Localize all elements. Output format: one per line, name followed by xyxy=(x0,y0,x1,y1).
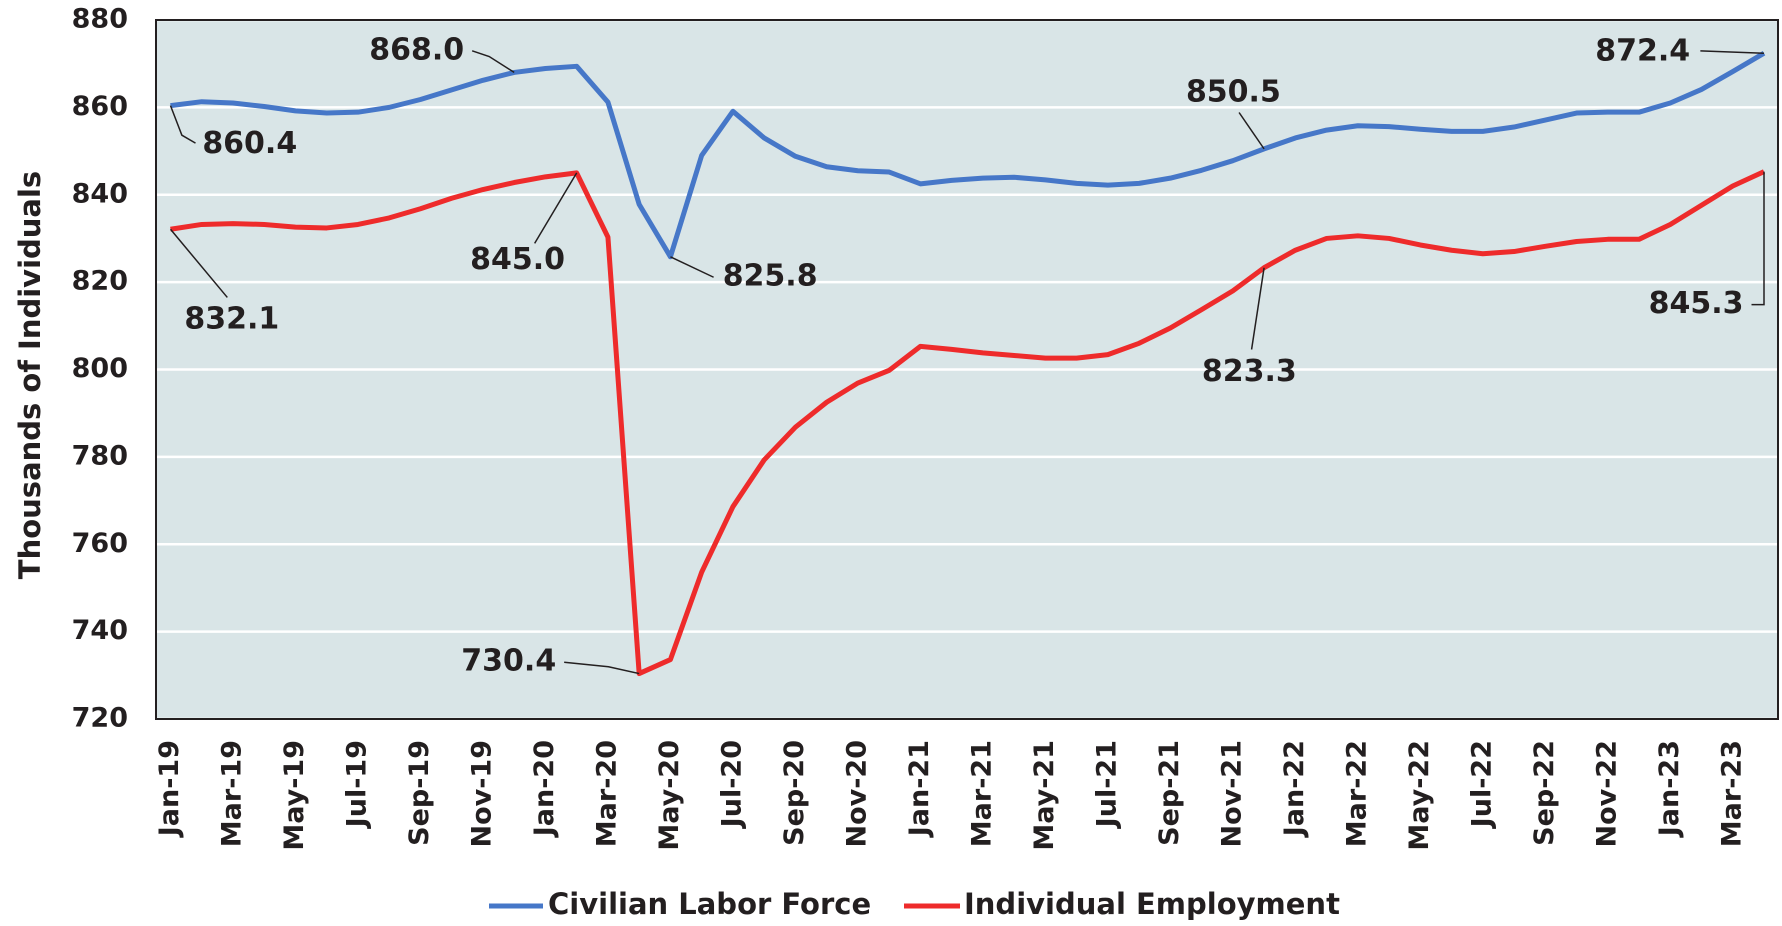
leader-line xyxy=(169,228,228,298)
x-tick-label: Jul-19 xyxy=(341,740,372,829)
leader-line xyxy=(471,50,515,74)
x-tick-label: Sep-22 xyxy=(1529,740,1560,846)
x-tick-label: Sep-21 xyxy=(1154,740,1185,846)
y-axis-title: Thousands of Individuals xyxy=(13,171,47,579)
y-tick-label: 840 xyxy=(72,178,128,209)
y-tick-label: 800 xyxy=(72,353,128,384)
x-tick-label: Sep-20 xyxy=(779,740,810,846)
x-tick-label: May-19 xyxy=(279,740,310,851)
x-tick-label: Mar-19 xyxy=(216,740,247,847)
leader-line xyxy=(1250,267,1265,350)
data-label: 832.1 xyxy=(184,302,279,337)
x-tick-label: Jul-20 xyxy=(716,740,747,829)
x-tick-label: Jan-22 xyxy=(1279,740,1310,838)
series-line xyxy=(170,169,1766,677)
data-label: 845.0 xyxy=(470,242,565,277)
leader-line xyxy=(670,256,714,278)
x-tick-label: Jul-22 xyxy=(1466,740,1497,829)
legend-label: Individual Employment xyxy=(964,887,1340,921)
legend-label: Civilian Labor Force xyxy=(548,887,871,921)
x-tick-label: Jan-20 xyxy=(529,740,560,838)
leader-line xyxy=(564,661,640,675)
leader-line xyxy=(533,172,578,244)
leader-line xyxy=(1238,112,1265,150)
x-tick-label: Mar-23 xyxy=(1716,740,1747,847)
x-tick-label: Jan-23 xyxy=(1654,740,1685,838)
x-tick-label: Sep-19 xyxy=(404,740,435,846)
x-tick-label: Nov-20 xyxy=(841,740,872,848)
data-label: 860.4 xyxy=(202,126,297,161)
data-label: 730.4 xyxy=(461,644,556,679)
x-tick-label: Nov-21 xyxy=(1216,740,1247,848)
y-tick-label: 720 xyxy=(72,703,128,734)
y-tick-label: 760 xyxy=(72,528,128,559)
leader-line xyxy=(169,105,196,144)
data-label: 868.0 xyxy=(369,32,464,67)
y-tick-label: 820 xyxy=(72,266,128,297)
x-tick-label: May-22 xyxy=(1404,740,1435,851)
y-tick-label: 740 xyxy=(72,615,128,646)
data-label: 872.4 xyxy=(1595,34,1690,69)
x-tick-label: Jul-21 xyxy=(1091,740,1122,829)
y-tick-label: 780 xyxy=(72,440,128,471)
data-label: 823.3 xyxy=(1202,354,1297,389)
x-tick-label: Jan-21 xyxy=(904,740,935,838)
x-tick-label: Mar-20 xyxy=(591,740,622,847)
plot-border xyxy=(155,19,1779,720)
y-tick-label: 860 xyxy=(72,91,128,122)
x-tick-label: Jan-19 xyxy=(154,740,185,838)
data-label: 825.8 xyxy=(723,259,818,294)
x-tick-label: Mar-22 xyxy=(1341,740,1372,847)
leader-line xyxy=(1751,171,1765,306)
y-tick-label: 880 xyxy=(72,4,128,35)
series-line xyxy=(170,51,1766,260)
x-tick-label: Nov-19 xyxy=(466,740,497,848)
data-label: 850.5 xyxy=(1186,75,1281,110)
x-tick-label: May-21 xyxy=(1029,740,1060,851)
x-tick-label: May-20 xyxy=(654,740,685,851)
data-label: 845.3 xyxy=(1649,286,1744,321)
x-tick-label: Mar-21 xyxy=(966,740,997,847)
leader-line xyxy=(1700,50,1765,54)
x-tick-label: Nov-22 xyxy=(1591,740,1622,848)
